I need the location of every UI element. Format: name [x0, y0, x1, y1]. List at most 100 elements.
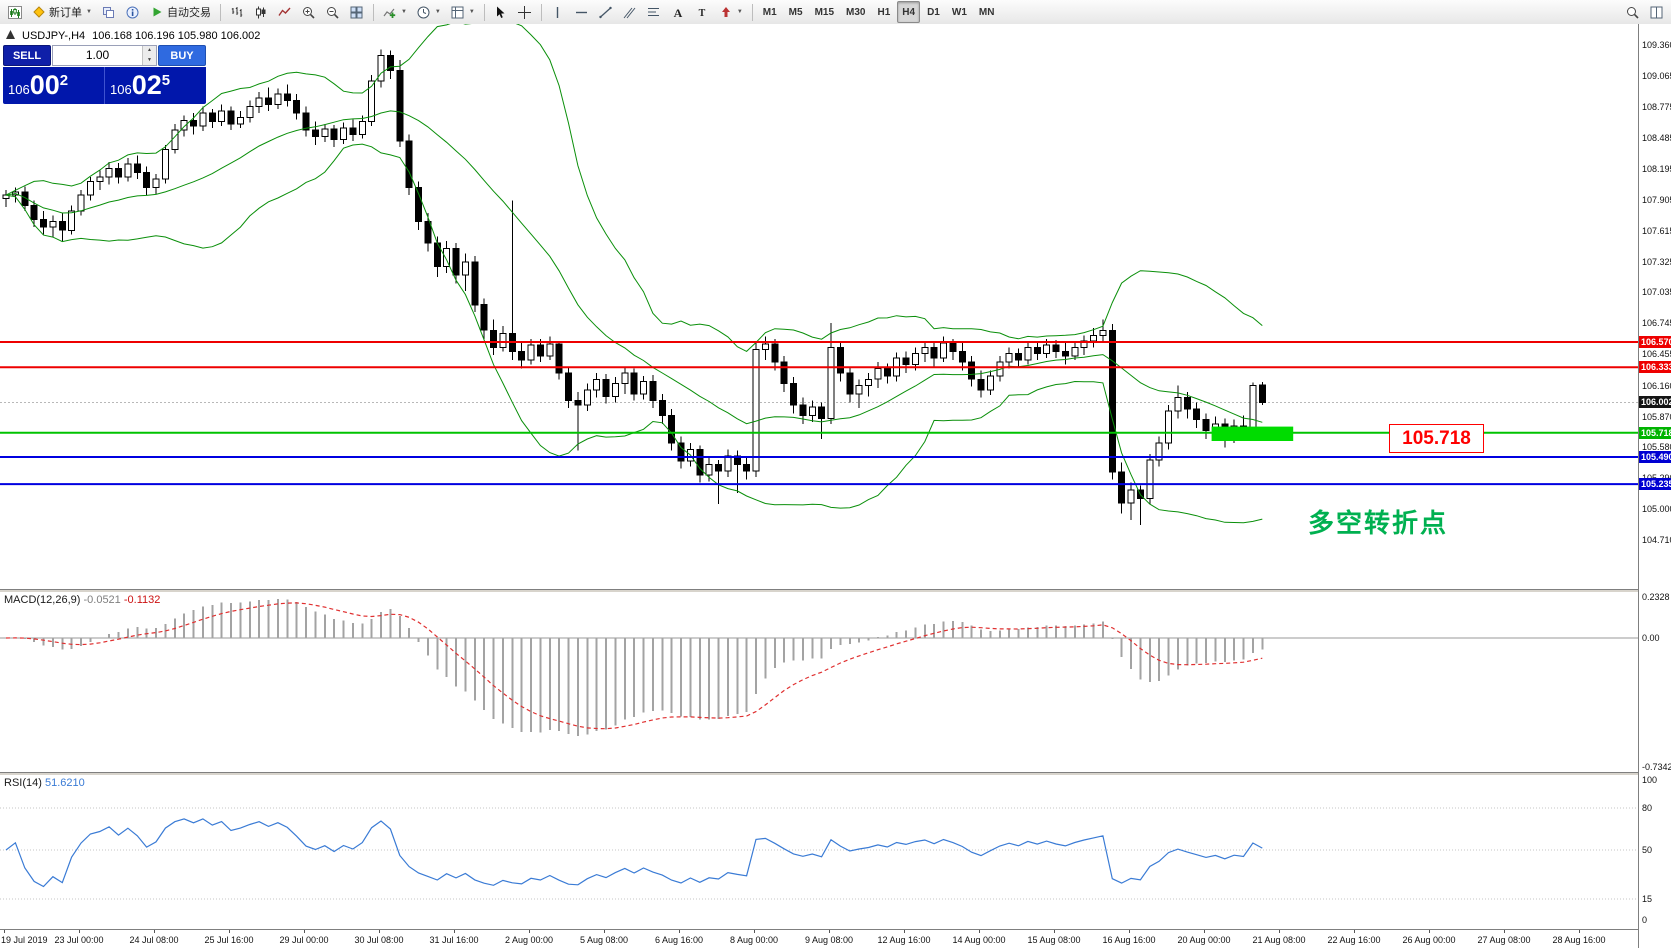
dropdown-caret-icon: ▼: [468, 9, 475, 15]
arrange-button[interactable]: [1645, 1, 1667, 23]
sell-button[interactable]: SELL: [3, 45, 51, 66]
timeframe-m15[interactable]: M15: [810, 1, 839, 23]
ask-big-digits: 02: [131, 70, 162, 100]
search-button[interactable]: [1621, 1, 1643, 23]
price-scale[interactable]: 109.360 109.065 108.775 108.485 108.195 107.9…: [1638, 24, 1671, 948]
channel-button[interactable]: [619, 1, 641, 23]
candlestick-button[interactable]: [250, 1, 272, 23]
rsi-label: RSI(14) 51.6210: [4, 777, 85, 789]
indicators-button[interactable]: ▼: [379, 1, 411, 23]
time-label: 30 Jul 08:00: [354, 935, 404, 945]
new-chart-button[interactable]: [4, 1, 26, 23]
macd-indicator-panel[interactable]: [0, 592, 1638, 772]
text-button[interactable]: A: [667, 1, 689, 23]
volume-stepper[interactable]: ▲ ▼: [142, 46, 156, 65]
zoom-in-button[interactable]: [298, 1, 320, 23]
price-scale-label: 104.710: [1642, 534, 1671, 545]
one-click-trading-widget: SELL 1.00 ▲ ▼ BUY 106 00 2 106 02 5: [3, 45, 206, 104]
zoom-out-button[interactable]: [322, 1, 344, 23]
rsi-scale-label: 50: [1642, 845, 1653, 855]
autotrading-button[interactable]: 自动交易: [146, 1, 215, 23]
timeframe-mn-label: MN: [978, 6, 995, 18]
timeframe-mn[interactable]: MN: [974, 1, 1000, 23]
main-price-chart[interactable]: [0, 24, 1638, 589]
fibonacci-button[interactable]: [643, 1, 665, 23]
symbol-period: USDJPY-,H4: [22, 30, 86, 42]
candles-icon: [254, 5, 268, 19]
highlight-box-annotation[interactable]: [1211, 426, 1294, 441]
price-level-annotation[interactable]: 105.718: [1389, 424, 1484, 453]
time-tick: [1354, 930, 1355, 933]
periods-button[interactable]: ▼: [413, 1, 445, 23]
bid-big-digits: 00: [29, 70, 60, 100]
time-tick: [1204, 930, 1205, 933]
bb-middle: [5, 110, 1263, 425]
toolbar-separator: [219, 3, 221, 21]
timeframe-d1[interactable]: D1: [922, 1, 945, 23]
macd-scale-label: 0.00: [1642, 633, 1660, 643]
cursor-button[interactable]: [490, 1, 512, 23]
price-scale-label: 108.775: [1642, 102, 1671, 113]
price-tag: 105.235: [1639, 478, 1671, 491]
volume-field[interactable]: 1.00 ▲ ▼: [52, 45, 157, 66]
layers-icon: [102, 5, 116, 19]
volume-down-icon[interactable]: ▼: [143, 55, 156, 65]
arrows-button[interactable]: ▼: [715, 1, 747, 23]
timeframe-h1[interactable]: H1: [872, 1, 895, 23]
time-label: 31 Jul 16:00: [429, 935, 479, 945]
horizontal-lines-layer[interactable]: [0, 341, 1638, 486]
time-label: 25 Jul 16:00: [204, 935, 254, 945]
price-tag: 106.570: [1639, 335, 1671, 348]
rsi-scale-label: 100: [1642, 775, 1658, 785]
time-label: 20 Aug 00:00: [1177, 935, 1231, 945]
text-icon: A: [671, 5, 685, 19]
bars-icon: [230, 5, 244, 19]
autotrading-button-label: 自动交易: [166, 7, 211, 19]
price-scale-label: 106.160: [1642, 380, 1671, 391]
rsi-scale-label: 15: [1642, 894, 1653, 904]
crosshair-icon: [518, 5, 532, 19]
play-icon: [150, 5, 164, 19]
label-button[interactable]: T: [691, 1, 713, 23]
bid-price[interactable]: 106 00 2: [3, 67, 104, 104]
timeframe-w1[interactable]: W1: [947, 1, 972, 23]
timeframe-m5-label: M5: [788, 6, 803, 18]
toolbar: 新订单 ▼ 自动交易 ▼ ▼ ▼ A T ▼ M1 M5 M15 M30 H1 H4 D1 W1 MN: [0, 0, 1671, 25]
panel-splitter[interactable]: [0, 589, 1671, 592]
new-order-button[interactable]: 新订单 ▼: [28, 1, 96, 23]
templates-button[interactable]: ▼: [447, 1, 479, 23]
crosshair-button[interactable]: [514, 1, 536, 23]
time-tick: [1129, 930, 1130, 933]
text-annotation[interactable]: 多空转折点: [1308, 508, 1449, 538]
timeframe-m1[interactable]: M1: [758, 1, 782, 23]
time-label: 5 Aug 08:00: [579, 935, 629, 945]
hline-icon: [575, 5, 589, 19]
time-label: 19 Jul 2019: [1, 935, 48, 945]
ask-price[interactable]: 106 02 5: [104, 67, 206, 104]
vertical-line-button[interactable]: [547, 1, 569, 23]
toolbar-separator: [751, 3, 753, 21]
price-scale-label: 109.360: [1642, 40, 1671, 50]
trendline-button[interactable]: [595, 1, 617, 23]
timeframe-h4[interactable]: H4: [897, 1, 921, 23]
horizontal-line-button[interactable]: [571, 1, 593, 23]
profiles-button[interactable]: [98, 1, 120, 23]
fibo-icon: [647, 5, 661, 19]
line-chart-button[interactable]: [274, 1, 296, 23]
timeframe-h4-label: H4: [902, 6, 916, 18]
volume-up-icon[interactable]: ▲: [143, 46, 156, 56]
time-tick: [4, 930, 5, 933]
timeframe-m30[interactable]: M30: [841, 1, 870, 23]
time-tick: [979, 930, 980, 933]
new-order-button-label: 新订单: [49, 7, 82, 19]
time-tick: [304, 930, 305, 933]
time-scale[interactable]: 19 Jul 2019 23 Jul 00:00 24 Jul 08:00 25 Ju…: [0, 929, 1638, 948]
timeframe-m5[interactable]: M5: [784, 1, 808, 23]
bar-chart-button[interactable]: [226, 1, 248, 23]
price-scale-label: 108.195: [1642, 164, 1671, 174]
panel-splitter[interactable]: [0, 772, 1671, 775]
tile-windows-button[interactable]: [346, 1, 368, 23]
rsi-indicator-panel[interactable]: [0, 775, 1638, 929]
buy-button[interactable]: BUY: [158, 45, 206, 66]
data-window-button[interactable]: [122, 1, 144, 23]
